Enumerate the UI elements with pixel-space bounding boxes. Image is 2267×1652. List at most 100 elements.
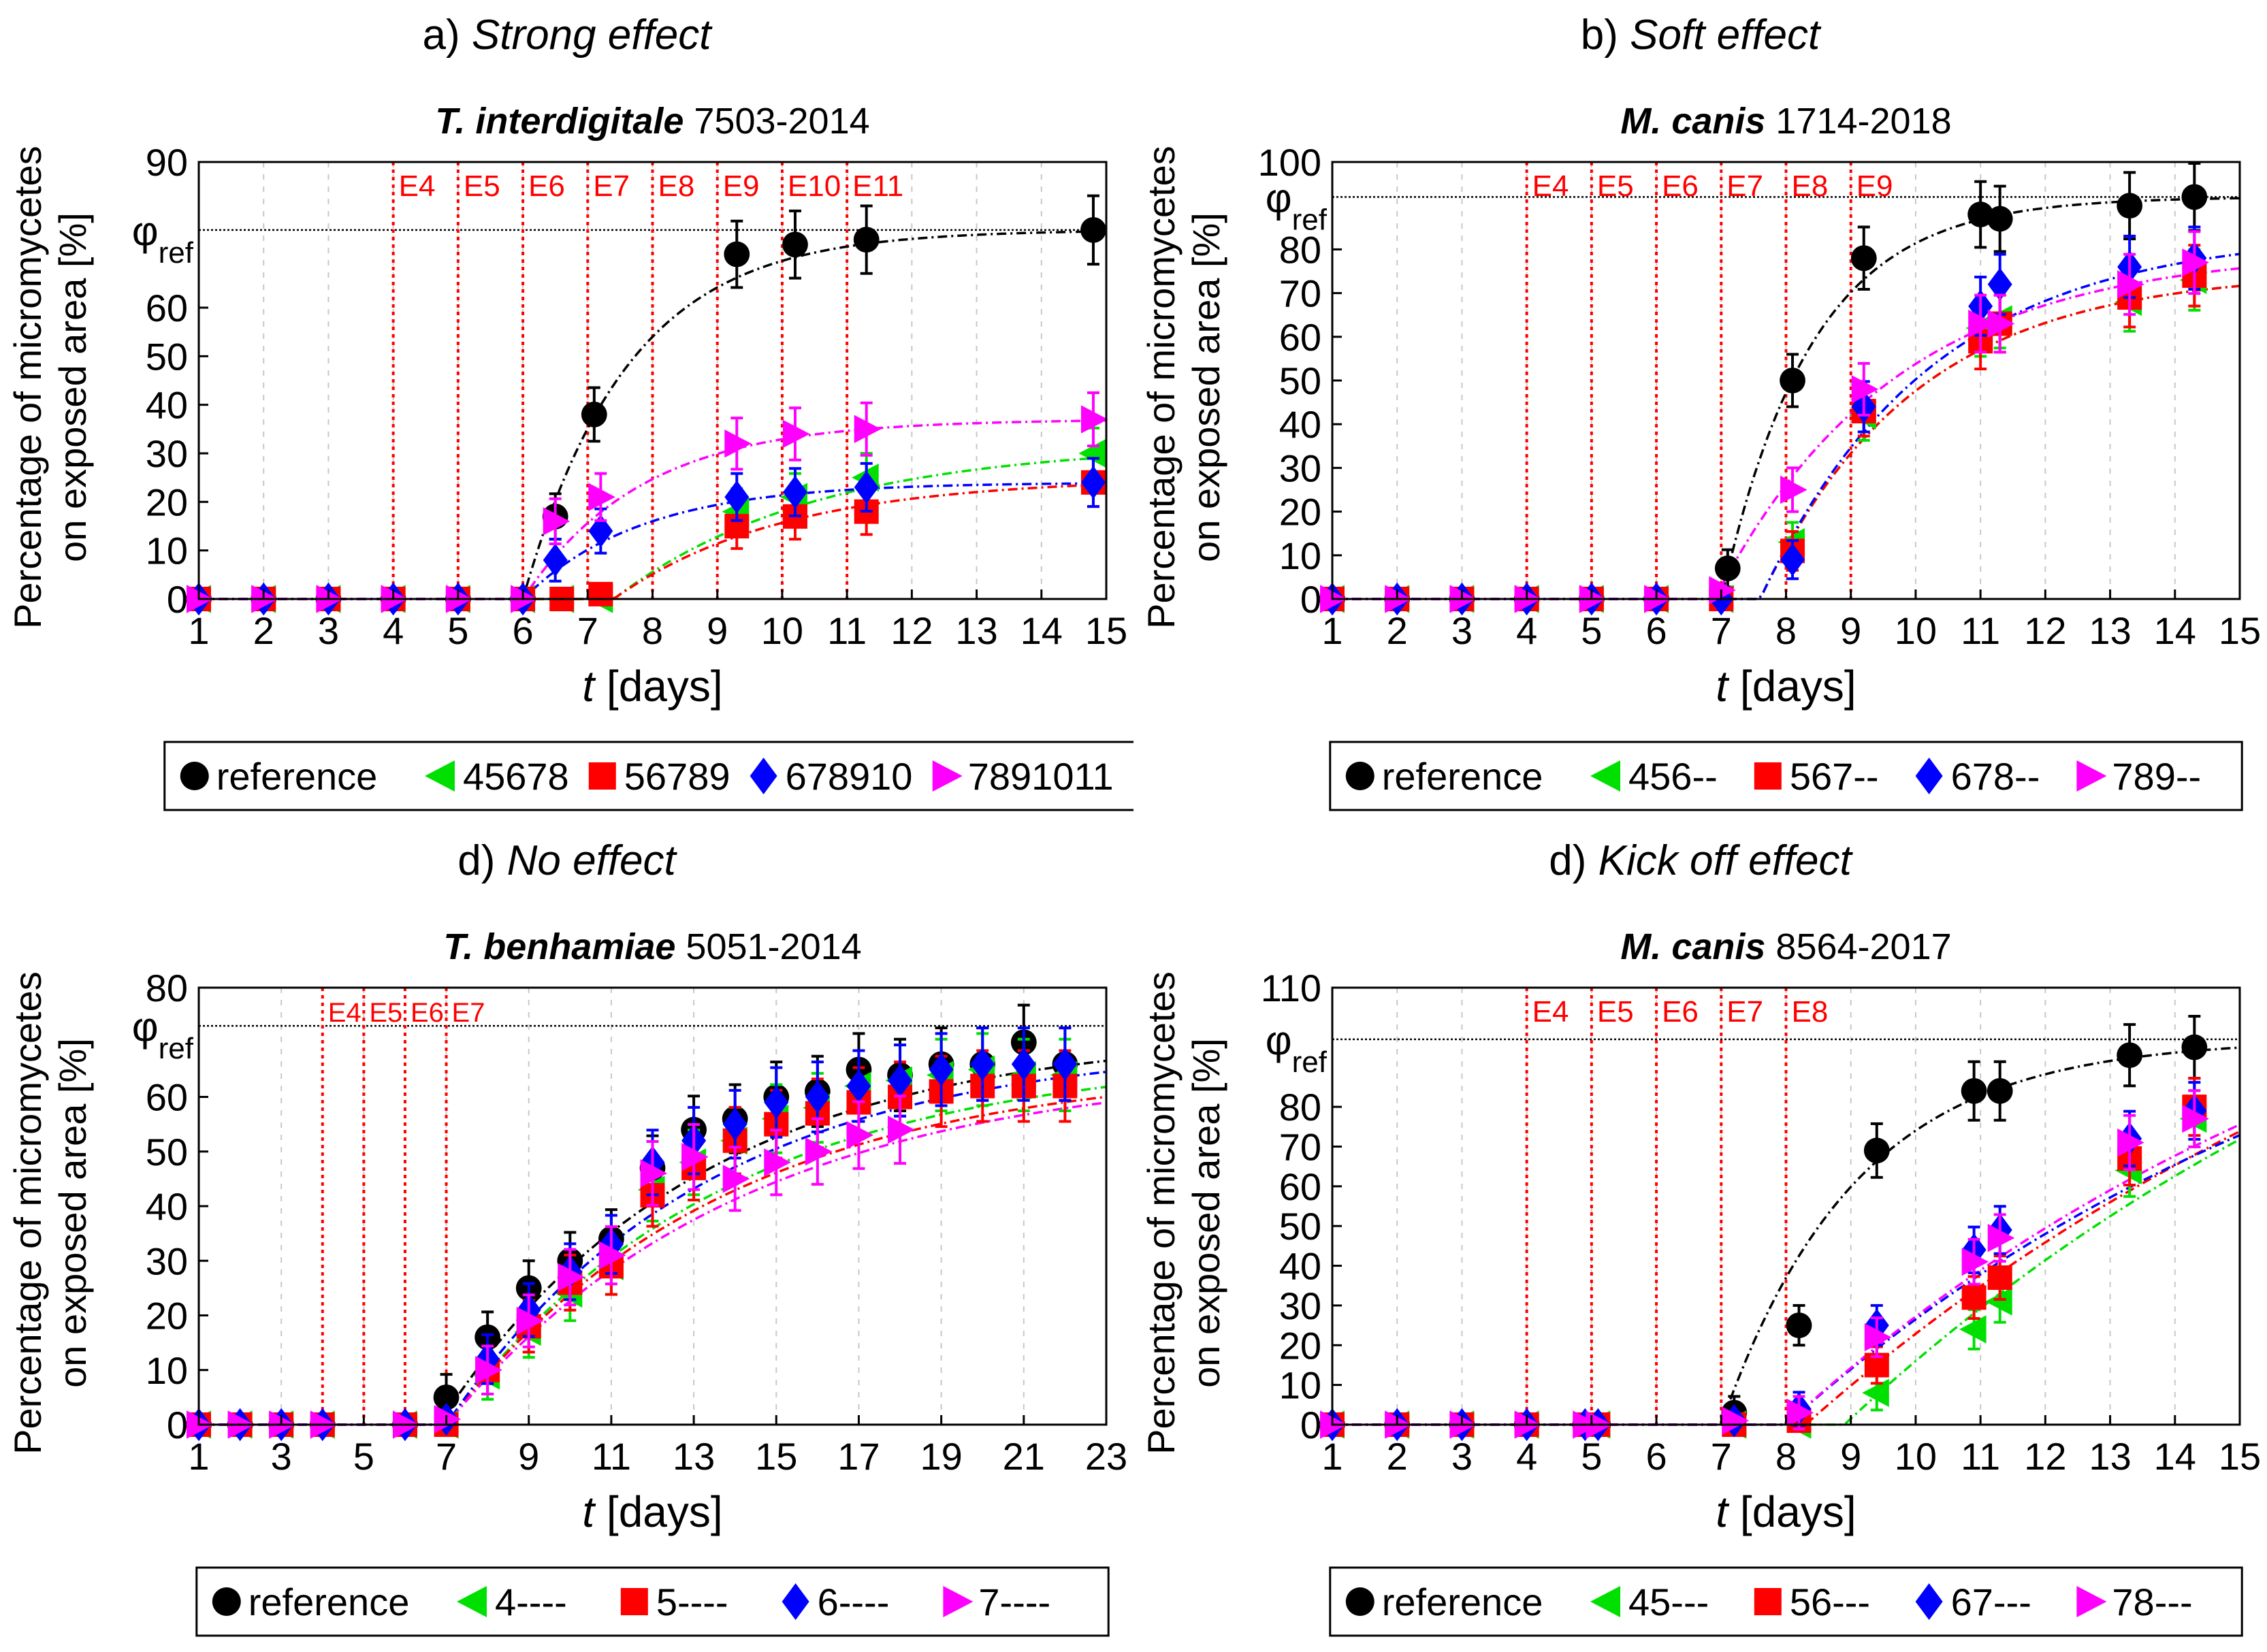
- event-label: E6: [1662, 995, 1699, 1029]
- y-tick-label: 20: [146, 481, 188, 523]
- x-tick-label: 14: [2154, 1435, 2196, 1478]
- legend-marker: [750, 758, 777, 794]
- x-tick-label: 9: [518, 1435, 539, 1478]
- chart-panel-strong-effect: a) Strong effect T. interdigitale 7503-20…: [0, 0, 1134, 826]
- event-label: E9: [723, 169, 760, 203]
- legend-marker: [1345, 1587, 1374, 1616]
- fit-curve-45---: [1332, 1138, 2240, 1426]
- legend-label: reference: [1382, 1581, 1543, 1623]
- event-label: E5: [1597, 995, 1634, 1029]
- legend-label: 567--: [1790, 755, 1879, 798]
- y-tick-label: 60: [1279, 316, 1321, 359]
- event-label: E7: [593, 169, 630, 203]
- fit-curve-45678: [199, 456, 1107, 600]
- data-point: [1722, 1406, 1749, 1435]
- y-tick-label: 50: [1279, 1205, 1321, 1248]
- data-point: [1967, 201, 1994, 227]
- legend-marker: [180, 762, 209, 790]
- data-point: [640, 1159, 668, 1188]
- event-label: E5: [464, 169, 500, 203]
- y-tick-label: 70: [1279, 1125, 1321, 1168]
- phi-ref-label: φref: [1266, 1018, 1328, 1079]
- fit-curve-678910: [199, 482, 1107, 600]
- x-tick-label: 15: [2219, 1435, 2261, 1478]
- legend-label: 78---: [2112, 1581, 2192, 1623]
- legend-marker: [620, 1588, 648, 1615]
- y-tick-label: 0: [167, 578, 188, 621]
- chart-panel-soft-effect: b) Soft effect M. canis 1714-2018 E4 E5 E6 E7…: [1134, 0, 2267, 826]
- data-point: [853, 227, 880, 253]
- phi-ref-label: φref: [132, 1004, 194, 1065]
- data-point: [1987, 268, 2012, 302]
- y-tick-label: 30: [146, 1240, 188, 1282]
- x-tick-label: 9: [707, 609, 728, 652]
- legend-marker: [1590, 1586, 1621, 1617]
- x-tick-label: 12: [2024, 609, 2066, 652]
- x-tick-label: 3: [318, 609, 339, 652]
- fit-curve-6----: [199, 1070, 1107, 1426]
- x-tick-label: 11: [827, 609, 867, 652]
- y-tick-label: 80: [1279, 228, 1321, 271]
- x-tick-label: 5: [353, 1435, 374, 1478]
- y-tick-label: 90: [146, 141, 188, 184]
- data-point: [581, 402, 607, 427]
- data-point: [2117, 193, 2143, 219]
- data-point: [2181, 184, 2208, 210]
- y-tick-label: 40: [146, 1185, 188, 1228]
- legend-marker: [782, 1583, 809, 1620]
- event-label: E6: [411, 998, 444, 1028]
- event-label: E5: [369, 998, 402, 1028]
- x-tick-label: 9: [1840, 609, 1861, 652]
- x-axis-label: t [days]: [1716, 662, 1856, 711]
- x-tick-label: 17: [837, 1435, 880, 1478]
- data-point: [1863, 1137, 1890, 1164]
- y-tick-label: 40: [1279, 403, 1321, 446]
- data-point: [1780, 475, 1807, 504]
- x-tick-label: 4: [383, 609, 404, 652]
- x-tick-label: 2: [1387, 609, 1408, 652]
- event-label: E8: [1792, 169, 1829, 203]
- data-point: [1959, 1315, 1987, 1344]
- y-tick-label: 0: [1300, 578, 1321, 621]
- x-tick-label: 3: [1451, 609, 1473, 652]
- y-tick-label: 10: [146, 1349, 188, 1392]
- x-tick-label: 1: [188, 1435, 209, 1478]
- data-point: [1714, 555, 1741, 581]
- legend: reference 45678 56789 678910 7891011: [163, 741, 1134, 811]
- event-label: E4: [1532, 995, 1569, 1029]
- x-tick-label: 13: [955, 609, 997, 652]
- phi-ref-label: φref: [132, 208, 194, 270]
- data-point: [722, 1107, 747, 1141]
- x-tick-label: 10: [1895, 1435, 1937, 1478]
- data-point: [1080, 216, 1106, 243]
- data-point: [1052, 1048, 1078, 1081]
- data-point: [2117, 270, 2144, 299]
- x-tick-label: 5: [447, 609, 468, 652]
- y-tick-label: 0: [1300, 1404, 1321, 1446]
- legend-label: reference: [216, 755, 378, 798]
- x-tick-label: 1: [1321, 609, 1342, 652]
- y-tick-label: 40: [1279, 1245, 1321, 1288]
- x-tick-label: 6: [512, 609, 533, 652]
- data-point: [558, 1263, 585, 1292]
- x-tick-label: 13: [673, 1435, 715, 1478]
- data-point: [782, 419, 810, 449]
- chart-title: M. canis 1714-2018: [1620, 101, 1951, 142]
- y-tick-label: 0: [167, 1404, 188, 1446]
- legend-label: 678--: [1951, 755, 2040, 798]
- fit-curve-56789: [199, 483, 1107, 600]
- data-point: [1786, 1398, 1814, 1427]
- legend-label: 456--: [1628, 755, 1718, 798]
- y-tick-label: 70: [1279, 272, 1321, 315]
- data-point: [588, 483, 615, 511]
- x-tick-label: 5: [1581, 1435, 1602, 1478]
- x-tick-label: 10: [1895, 609, 1937, 652]
- legend-marker: [1754, 1588, 1782, 1615]
- legend-marker: [457, 1586, 487, 1617]
- x-tick-label: 12: [890, 609, 933, 652]
- y-tick-label: 50: [146, 1131, 188, 1173]
- x-tick-label: 7: [577, 609, 598, 652]
- legend-marker: [1915, 758, 1943, 794]
- fit-curve-78---: [1332, 1123, 2240, 1426]
- y-tick-label: 30: [146, 432, 188, 475]
